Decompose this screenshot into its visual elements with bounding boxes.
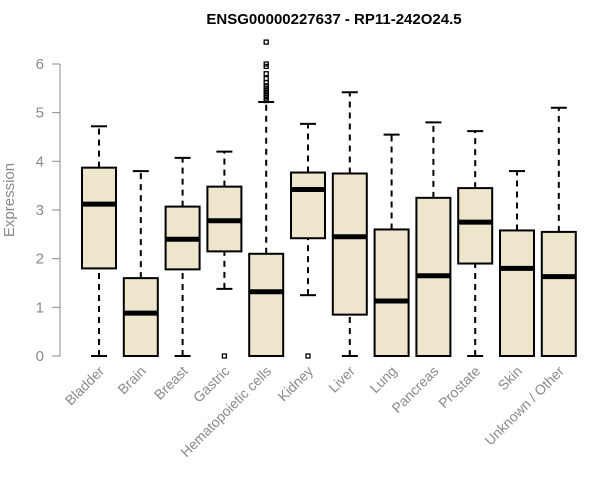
box-liver [331,91,368,357]
box-brain [122,170,159,357]
x-tick-label: Bladder [62,363,108,409]
iqr-box [540,230,577,357]
x-tick-label: Breast [151,363,191,403]
iqr-box [122,277,159,357]
x-tick-label: Brain [114,363,148,397]
iqr-box [81,166,117,270]
outlier-point [263,39,269,45]
box-breast [164,156,201,357]
y-tick-label: 1 [36,299,44,316]
x-tick-label: Kidney [275,363,317,405]
x-tick-label: Prostate [435,363,483,411]
box-unknown-other [540,106,577,357]
y-axis-ticks: 0 1 2 3 4 5 6 [36,56,60,365]
y-tick-label: 6 [36,56,44,73]
box-skin [499,170,535,357]
iqr-box [499,229,535,357]
iqr-box [331,172,368,316]
chart-title: ENSG00000227637 - RP11-242O24.5 [206,11,461,28]
box-prostate [457,130,494,357]
iqr-box [457,187,494,265]
box-hematopoietic-cells [248,39,285,357]
x-tick-label: Unknown / Other [481,363,567,449]
outlier-point [305,353,311,359]
box-pancreas [415,121,452,357]
y-tick-label: 3 [36,202,44,219]
y-axis-label: Expression [1,163,18,237]
outlier-point [263,61,269,67]
x-tick-label: Lung [366,363,399,396]
box-kidney [290,122,326,359]
y-tick-label: 4 [36,153,44,170]
box-gastric [206,150,243,359]
outlier-point [263,71,269,77]
y-tick-label: 5 [36,105,44,122]
x-tick-label: Skin [495,363,526,394]
x-tick-label: Liver [325,363,358,396]
iqr-box [373,228,410,357]
y-tick-label: 0 [36,348,44,365]
y-tick-label: 2 [36,251,44,268]
iqr-box [290,171,326,240]
outlier-point [263,75,269,82]
box-lung [373,133,410,357]
boxes-group [81,39,577,359]
box-bladder [81,125,117,357]
iqr-box [248,252,285,357]
outlier-point [221,353,228,359]
